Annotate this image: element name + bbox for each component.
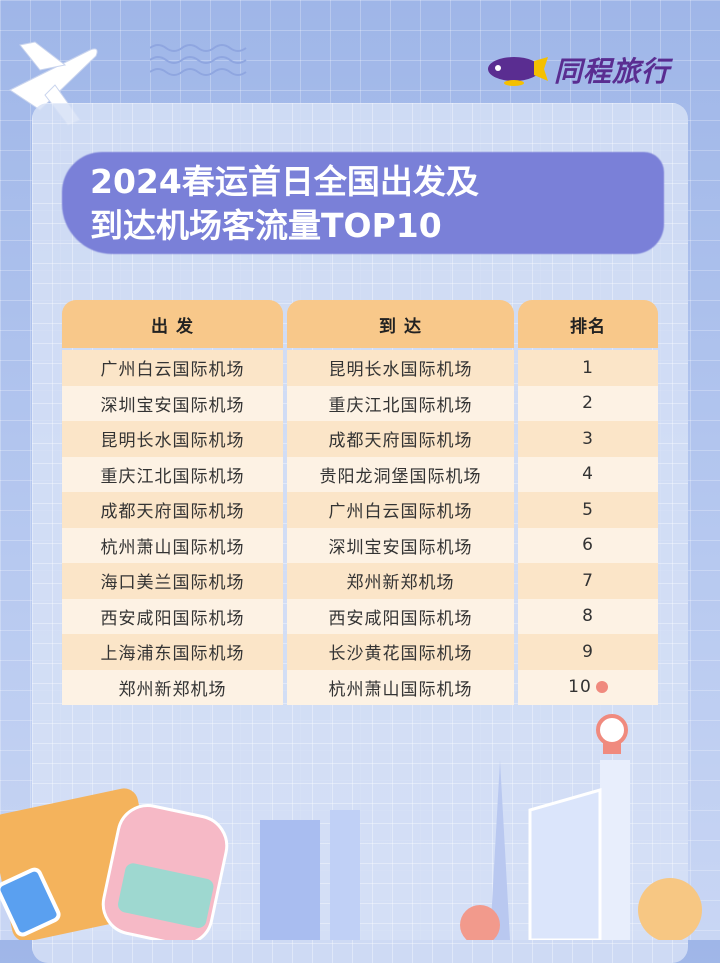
arrival-airport: 成都天府国际机场 [287,421,514,457]
brand-name: 同程旅行 [554,55,671,88]
table-row: 西安咸阳国际机场 西安咸阳国际机场 8 [62,598,658,634]
departure-airport: 西安咸阳国际机场 [62,598,283,634]
arrival-airport: 昆明长水国际机场 [287,350,514,386]
rank-cell: 6 [518,527,658,563]
arrival-airport: 广州白云国际机场 [287,492,514,528]
title-line-2: 到达机场客流量TOP10 [90,206,442,245]
table-row: 杭州萧山国际机场 深圳宝安国际机场 6 [62,527,658,563]
rank-value: 9 [582,641,594,662]
rank-value: 4 [582,464,594,485]
rank-value: 6 [582,535,594,556]
waves-decoration [150,44,247,76]
rank-cell: 3 [518,421,658,457]
rank-cell: 4 [518,456,658,492]
table-row: 广州白云国际机场 昆明长水国际机场 1 [62,350,658,386]
blimp-logo-icon [488,57,548,86]
rank-value: 5 [582,499,594,520]
table-row: 深圳宝安国际机场 重庆江北国际机场 2 [62,385,658,421]
header-departure: 出 发 [62,300,283,348]
dot-decoration [595,681,608,694]
title-banner [62,152,664,254]
rank-cell: 7 [518,563,658,599]
departure-airport: 重庆江北国际机场 [62,456,283,492]
rank-cell: 5 [518,492,658,528]
brand-logo: 同程旅行 [486,50,670,90]
departure-airport: 杭州萧山国际机场 [62,527,283,563]
departure-airport: 深圳宝安国际机场 [62,385,283,421]
table-row: 昆明长水国际机场 成都天府国际机场 3 [62,421,658,457]
departure-airport: 成都天府国际机场 [62,492,283,528]
ranking-table: 出 发 到 达 排名 广州白云国际机场 昆明长水国际机场 1 深圳宝安国际机场 重… [62,300,658,705]
arrival-airport: 郑州新郑机场 [287,563,514,599]
rank-cell: 1 [518,350,658,386]
arrival-airport: 杭州萧山国际机场 [287,669,514,705]
rank-cell: 9 [518,634,658,670]
table-row: 上海浦东国际机场 长沙黄花国际机场 9 [62,634,658,670]
departure-airport: 广州白云国际机场 [62,350,283,386]
rank-value: 2 [582,393,594,414]
page-title: 2024春运首日全国出发及 到达机场客流量TOP10 [90,160,650,248]
header-arrival: 到 达 [287,300,514,348]
arrival-airport: 长沙黄花国际机场 [287,634,514,670]
departure-airport: 海口美兰国际机场 [62,563,283,599]
departure-airport: 昆明长水国际机场 [62,421,283,457]
arrival-airport: 重庆江北国际机场 [287,385,514,421]
rank-value: 1 [582,357,594,378]
rank-cell: 2 [518,385,658,421]
city-skyline-illustration [0,714,702,940]
rank-value: 8 [582,606,594,627]
departure-airport: 郑州新郑机场 [62,669,283,705]
title-line-1: 2024春运首日全国出发及 [90,162,479,201]
arrival-airport: 深圳宝安国际机场 [287,527,514,563]
table-row: 重庆江北国际机场 贵阳龙洞堡国际机场 4 [62,456,658,492]
header-rank: 排名 [518,300,658,348]
table-row: 郑州新郑机场 杭州萧山国际机场 10 [62,669,658,705]
rank-cell: 8 [518,598,658,634]
rank-cell: 10 [518,669,658,705]
table-header: 出 发 到 达 排名 [62,300,658,348]
arrival-airport: 西安咸阳国际机场 [287,598,514,634]
departure-airport: 上海浦东国际机场 [62,634,283,670]
table-row: 海口美兰国际机场 郑州新郑机场 7 [62,563,658,599]
rank-value: 10 [568,677,592,698]
arrival-airport: 贵阳龙洞堡国际机场 [287,456,514,492]
table-row: 成都天府国际机场 广州白云国际机场 5 [62,492,658,528]
rank-value: 7 [582,570,594,591]
rank-value: 3 [582,428,594,449]
